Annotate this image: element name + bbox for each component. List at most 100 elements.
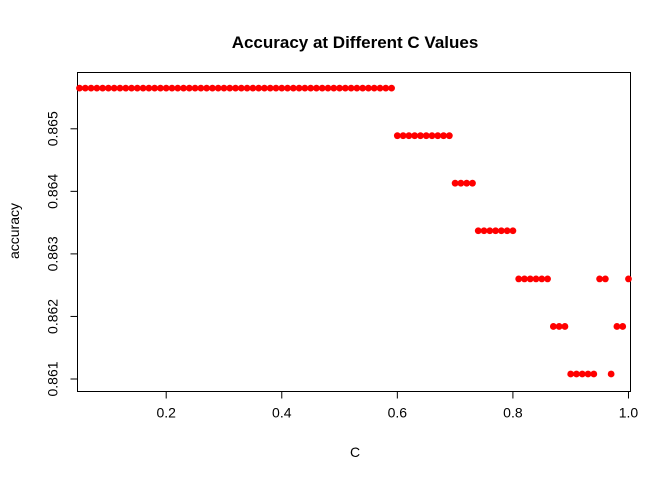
data-point: [544, 275, 551, 283]
data-point: [538, 275, 546, 283]
data-point: [601, 275, 609, 283]
data-point: [457, 179, 465, 187]
data-point: [87, 84, 95, 92]
data-point: [203, 84, 211, 92]
data-point: [503, 227, 511, 235]
x-tick-label: 0.2: [156, 405, 176, 421]
data-point: [232, 84, 239, 92]
data-point: [220, 84, 228, 92]
data-point: [515, 275, 523, 283]
data-point: [555, 323, 563, 330]
data-point: [422, 132, 430, 140]
data-point: [336, 84, 343, 92]
x-tick-label: 0.4: [272, 405, 292, 421]
data-point: [428, 132, 436, 140]
data-point: [255, 84, 263, 92]
data-point: [480, 227, 488, 235]
y-tick-label: 0.862: [45, 299, 61, 334]
data-point: [307, 84, 315, 92]
data-point: [295, 84, 303, 92]
y-tick-label: 0.864: [45, 174, 61, 209]
data-point: [469, 179, 476, 187]
data-points: [76, 84, 632, 378]
data-point: [497, 227, 505, 235]
data-point: [249, 84, 257, 92]
data-point: [393, 132, 401, 140]
data-point: [261, 84, 268, 92]
data-point: [289, 84, 297, 92]
data-point: [405, 132, 413, 140]
data-point: [341, 84, 349, 92]
data-point: [128, 84, 135, 92]
data-point: [451, 179, 459, 187]
data-point: [99, 84, 107, 92]
data-point: [313, 84, 320, 92]
y-tick-label: 0.861: [45, 361, 61, 396]
data-point: [168, 84, 176, 92]
x-tick-label: 0.6: [388, 405, 408, 421]
data-point: [324, 84, 332, 92]
data-point: [145, 84, 153, 92]
data-point: [93, 84, 101, 92]
x-axis-label: C: [350, 444, 360, 460]
data-point: [272, 84, 280, 92]
x-axis: 0.2 0.4 0.6 0.8 1.0: [156, 391, 639, 421]
data-point: [613, 323, 621, 330]
data-point: [116, 84, 124, 92]
data-point: [561, 323, 569, 330]
data-point: [180, 84, 187, 92]
data-point: [532, 275, 540, 283]
data-point: [526, 275, 534, 283]
data-point: [619, 323, 627, 330]
data-point: [110, 84, 118, 92]
data-point: [353, 84, 361, 92]
y-tick-label: 0.863: [45, 236, 61, 271]
data-point: [151, 84, 159, 92]
data-point: [509, 227, 517, 235]
data-point: [578, 370, 586, 378]
y-axis: 0.861 0.862 0.863 0.864 0.865: [45, 111, 78, 397]
data-point: [284, 84, 291, 92]
x-tick-label: 0.8: [503, 405, 523, 421]
data-point: [197, 84, 205, 92]
data-point: [607, 370, 615, 378]
data-point: [492, 227, 499, 235]
data-point: [388, 84, 395, 92]
data-point: [417, 132, 424, 140]
data-point: [399, 132, 407, 140]
data-point: [434, 132, 442, 140]
data-point: [573, 370, 580, 378]
data-point: [122, 84, 130, 92]
data-point: [382, 84, 390, 92]
data-point: [185, 84, 193, 92]
y-axis-label: accuracy: [6, 203, 22, 259]
data-point: [139, 84, 147, 92]
data-point: [486, 227, 494, 235]
y-tick-label: 0.865: [45, 111, 61, 146]
chart-title: Accuracy at Different C Values: [232, 33, 479, 52]
data-point: [330, 84, 338, 92]
data-point: [105, 84, 112, 92]
data-point: [278, 84, 286, 92]
data-point: [365, 84, 372, 92]
data-point: [411, 132, 419, 140]
data-point: [209, 84, 216, 92]
data-point: [162, 84, 170, 92]
data-point: [318, 84, 326, 92]
x-tick-label: 1.0: [619, 405, 639, 421]
data-point: [226, 84, 234, 92]
data-point: [521, 275, 528, 283]
data-point: [376, 84, 384, 92]
data-point: [474, 227, 482, 235]
data-point: [76, 84, 83, 92]
data-point: [567, 370, 575, 378]
data-point: [440, 132, 447, 140]
data-point: [596, 275, 603, 283]
data-point: [174, 84, 182, 92]
data-point: [347, 84, 355, 92]
plot-area: [77, 72, 631, 392]
data-point: [625, 275, 632, 283]
data-point: [549, 323, 557, 330]
data-point: [157, 84, 164, 92]
